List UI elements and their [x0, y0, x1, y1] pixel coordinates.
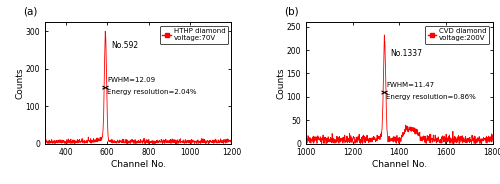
Legend: CVD diamond
voltage:200V: CVD diamond voltage:200V [425, 26, 489, 44]
Text: (b): (b) [284, 6, 298, 16]
Y-axis label: Counts: Counts [15, 67, 24, 99]
Text: No.1337: No.1337 [390, 49, 422, 58]
Text: Energy resolution=2.04%: Energy resolution=2.04% [107, 89, 196, 95]
Text: No.592: No.592 [111, 41, 138, 50]
Legend: HTHP diamond
voltage:70V: HTHP diamond voltage:70V [160, 26, 228, 44]
Text: FWHM=11.47: FWHM=11.47 [386, 82, 434, 88]
Text: Energy resolution=0.86%: Energy resolution=0.86% [386, 94, 476, 100]
Text: FWHM=12.09: FWHM=12.09 [107, 77, 156, 83]
X-axis label: Channel No.: Channel No. [372, 160, 427, 169]
Y-axis label: Counts: Counts [276, 67, 285, 99]
Text: (a): (a) [22, 6, 37, 16]
X-axis label: Channel No.: Channel No. [110, 160, 166, 169]
